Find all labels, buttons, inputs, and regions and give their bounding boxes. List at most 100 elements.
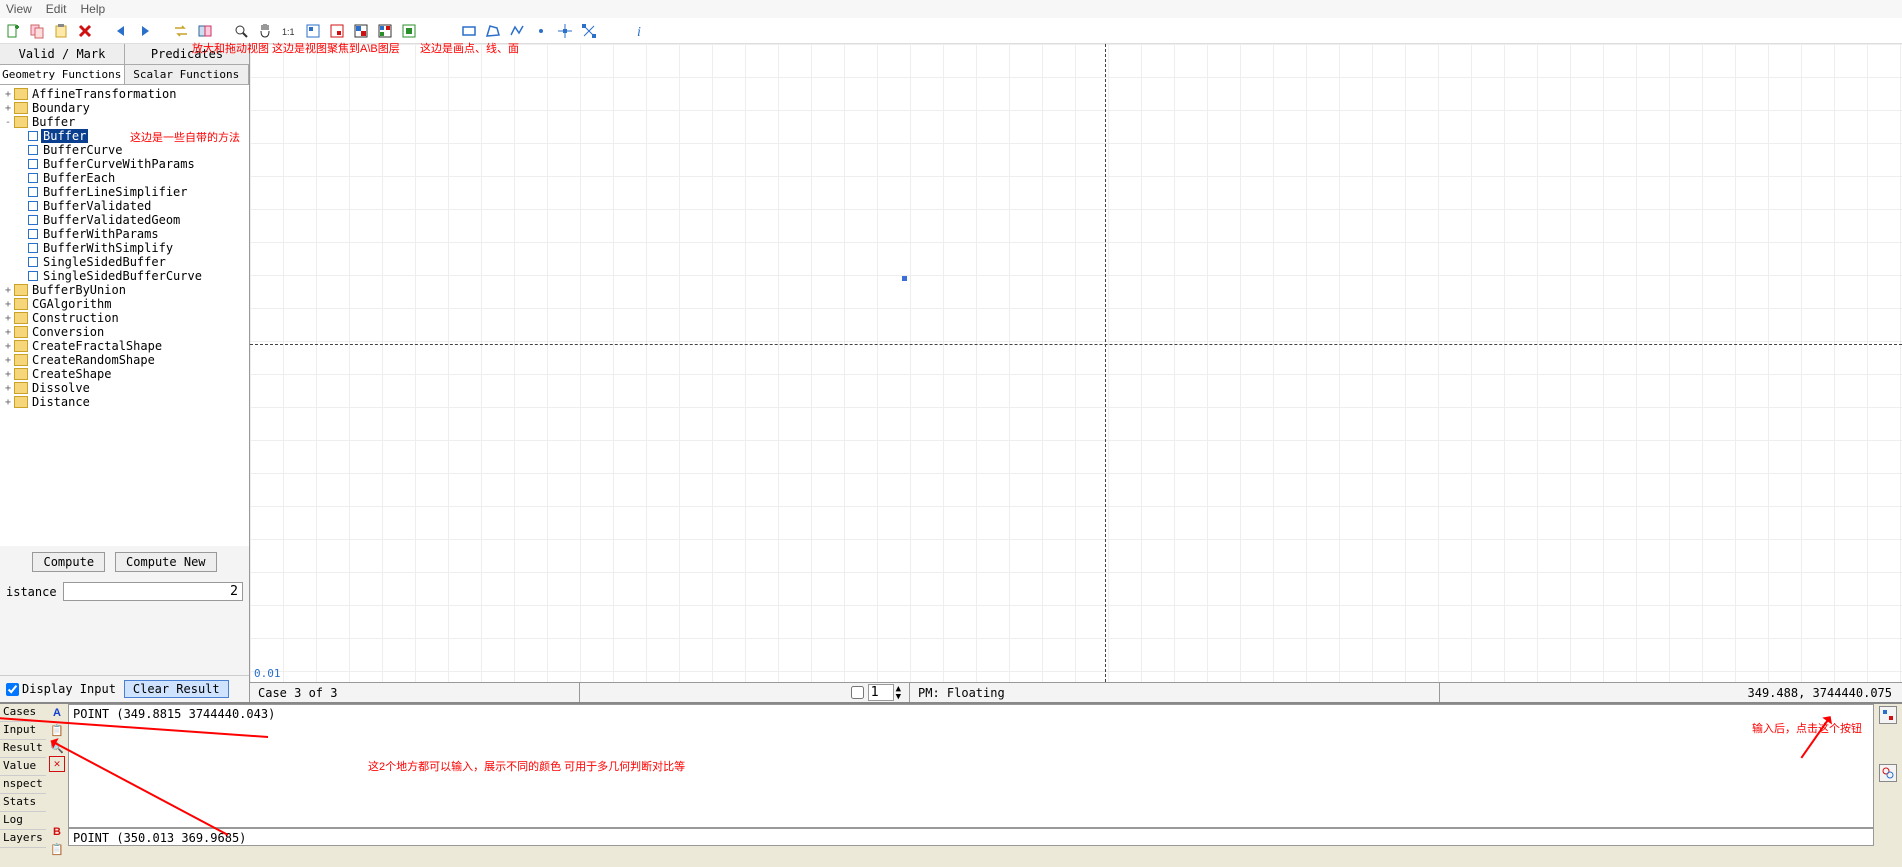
compute-button[interactable]: Compute <box>32 552 105 572</box>
tree-leaf[interactable]: BufferCurve <box>0 143 249 157</box>
side-tab-nspect[interactable]: nspect <box>0 776 46 794</box>
tree-folder[interactable]: +BufferByUnion <box>0 283 249 297</box>
anno-draw: 这边是画点、线、面 <box>420 40 519 56</box>
svg-text:i: i <box>637 25 641 39</box>
anno-run: 输入后，点击这个按钮 <box>1752 720 1862 736</box>
draw-line-icon[interactable] <box>508 22 526 40</box>
tree-leaf[interactable]: BufferCurveWithParams <box>0 157 249 171</box>
tree-leaf[interactable]: BufferValidatedGeom <box>0 213 249 227</box>
copy-icon[interactable] <box>28 22 46 40</box>
zoom-result-icon[interactable] <box>400 22 418 40</box>
compute-new-button[interactable]: Compute New <box>115 552 216 572</box>
tree-leaf[interactable]: BufferValidated <box>0 199 249 213</box>
geometry-point <box>902 276 907 281</box>
axis-horizontal <box>250 344 1902 345</box>
info-icon[interactable]: i <box>630 22 648 40</box>
grid <box>250 44 1902 682</box>
status-checkbox[interactable] <box>851 686 864 699</box>
draw-poly-icon[interactable] <box>484 22 502 40</box>
tree-folder[interactable]: +CGAlgorithm <box>0 297 249 311</box>
param-label: istance <box>6 585 57 599</box>
tree-folder[interactable]: +Dissolve <box>0 381 249 395</box>
draw-point-icon[interactable] <box>532 22 550 40</box>
clear-result-button[interactable]: Clear Result <box>124 680 229 698</box>
tree-annotation: 这边是一些自带的方法 <box>130 129 240 145</box>
tree-leaf[interactable]: BufferLineSimplifier <box>0 185 249 199</box>
bottom-icon-col: A 📋 🔍 ✕ B 📋 <box>46 704 68 867</box>
menu-help[interactable]: Help <box>80 2 105 16</box>
tree-folder[interactable]: +CreateShape <box>0 367 249 381</box>
move-vertex-icon[interactable] <box>556 22 574 40</box>
status-case: Case 3 of 3 <box>250 683 580 702</box>
tree-folder[interactable]: +Construction <box>0 311 249 325</box>
tree-folder[interactable]: -Buffer <box>0 115 249 129</box>
side-tab-log[interactable]: Log <box>0 812 46 830</box>
draw-rect-icon[interactable] <box>460 22 478 40</box>
copy-result-icon[interactable] <box>196 22 214 40</box>
bottom-side-tabs: CasesInputResultValuenspectStatsLogLayer… <box>0 704 46 867</box>
tab-valid-mark[interactable]: Valid / Mark <box>0 44 125 64</box>
case-spinner[interactable] <box>868 684 894 701</box>
side-tab-result[interactable]: Result <box>0 740 46 758</box>
left-panel: Valid / Mark Predicates Geometry Functio… <box>0 44 250 702</box>
tree-folder[interactable]: +Conversion <box>0 325 249 339</box>
clear-a-icon[interactable]: ✕ <box>49 756 65 772</box>
tree-leaf[interactable]: SingleSidedBufferCurve <box>0 269 249 283</box>
axis-vertical <box>1105 44 1106 682</box>
geom-a-icon[interactable]: A <box>49 705 65 721</box>
scale-label: 0.01 <box>254 667 281 680</box>
menu-view[interactable]: View <box>6 2 32 16</box>
prev-icon[interactable] <box>112 22 130 40</box>
canvas-area: 0.01 Case 3 of 3 ▲▼ PM: Floating 349.488… <box>250 44 1902 702</box>
tabs-sub: Geometry Functions Scalar Functions <box>0 65 249 85</box>
delete-icon[interactable] <box>76 22 94 40</box>
anno-inputs: 这2个地方都可以输入，展示不同的颜色 可用于多几何判断对比等 <box>368 758 685 774</box>
display-input-checkbox[interactable]: Display Input <box>6 682 116 696</box>
bottom-right-col <box>1874 704 1902 867</box>
wkt-inputs: 这2个地方都可以输入，展示不同的颜色 可用于多几何判断对比等 <box>68 704 1874 867</box>
tree-folder[interactable]: +Boundary <box>0 101 249 115</box>
delete-vertex-icon[interactable] <box>580 22 598 40</box>
exchange-icon[interactable] <box>172 22 190 40</box>
inspect-button[interactable] <box>1879 764 1897 782</box>
zoom-ab-icon[interactable] <box>352 22 370 40</box>
load-b-icon[interactable]: 📋 <box>49 841 65 857</box>
geom-b-icon[interactable]: B <box>49 824 65 840</box>
svg-text:1:1: 1:1 <box>282 27 295 37</box>
zoom-icon[interactable] <box>232 22 250 40</box>
side-tab-input[interactable]: Input <box>0 722 46 740</box>
side-tab-layers[interactable]: Layers <box>0 830 46 848</box>
pan-icon[interactable] <box>256 22 274 40</box>
status-pm: PM: Floating <box>910 683 1440 702</box>
zoom-1to1-icon[interactable]: 1:1 <box>280 22 298 40</box>
tree-folder[interactable]: +CreateRandomShape <box>0 353 249 367</box>
menu-edit[interactable]: Edit <box>46 2 67 16</box>
side-tab-stats[interactable]: Stats <box>0 794 46 812</box>
tree-folder[interactable]: +Distance <box>0 395 249 409</box>
wkt-input-b[interactable] <box>68 828 1874 846</box>
statusbar: Case 3 of 3 ▲▼ PM: Floating 349.488, 374… <box>250 682 1902 702</box>
menubar: View Edit Help <box>0 0 1902 18</box>
run-button[interactable] <box>1879 706 1897 724</box>
function-tree[interactable]: 这边是一些自带的方法 +AffineTransformation+Boundar… <box>0 85 249 546</box>
tree-folder[interactable]: +AffineTransformation <box>0 87 249 101</box>
tree-leaf[interactable]: SingleSidedBuffer <box>0 255 249 269</box>
anno-zoom: 放大和拖动视图 <box>192 40 269 56</box>
status-coords: 349.488, 3744440.075 <box>1738 686 1902 700</box>
zoom-full-icon[interactable] <box>376 22 394 40</box>
tree-folder[interactable]: +CreateFractalShape <box>0 339 249 353</box>
tab-scalar-functions[interactable]: Scalar Functions <box>125 65 250 84</box>
tab-geometry-functions[interactable]: Geometry Functions <box>0 65 125 84</box>
next-icon[interactable] <box>136 22 154 40</box>
canvas[interactable]: 0.01 <box>250 44 1902 682</box>
tree-leaf[interactable]: BufferWithSimplify <box>0 241 249 255</box>
tree-leaf[interactable]: BufferEach <box>0 171 249 185</box>
side-tab-value[interactable]: Value <box>0 758 46 776</box>
param-input[interactable] <box>63 582 243 601</box>
paste-icon[interactable] <box>52 22 70 40</box>
tree-leaf[interactable]: BufferWithParams <box>0 227 249 241</box>
zoom-a-icon[interactable] <box>304 22 322 40</box>
wkt-input-a[interactable] <box>68 704 1874 828</box>
new-icon[interactable] <box>4 22 22 40</box>
zoom-b-icon[interactable] <box>328 22 346 40</box>
